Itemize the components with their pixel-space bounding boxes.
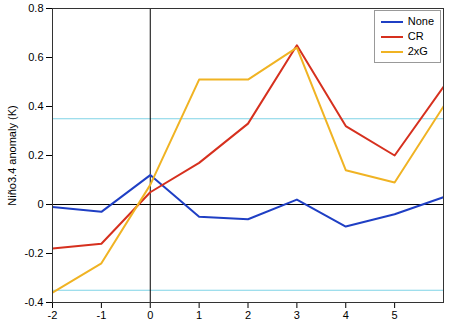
svg-text:-0.2: -0.2 [25,247,44,259]
html-text:CR: CR [407,30,424,42]
svg-text:0: 0 [147,309,153,321]
svg-text:2: 2 [245,309,251,321]
html-text:2xG: 2xG [407,45,428,57]
svg-text:-1: -1 [96,309,106,321]
svg-text:0.4: 0.4 [28,100,43,112]
svg-text:Niño3.4 anomaly (K): Niño3.4 anomaly (K) [6,105,18,205]
html-text:None: None [407,15,434,27]
svg-text:0: 0 [37,198,43,210]
svg-text:1: 1 [196,309,202,321]
svg-text:3: 3 [294,309,300,321]
svg-text:-2: -2 [48,309,58,321]
svg-text:5: 5 [392,309,398,321]
svg-text:-0.4: -0.4 [25,296,44,308]
svg-text:0.8: 0.8 [28,2,43,14]
svg-text:0.2: 0.2 [28,149,43,161]
svg-text:0.6: 0.6 [28,51,43,63]
svg-text:4: 4 [343,309,349,321]
